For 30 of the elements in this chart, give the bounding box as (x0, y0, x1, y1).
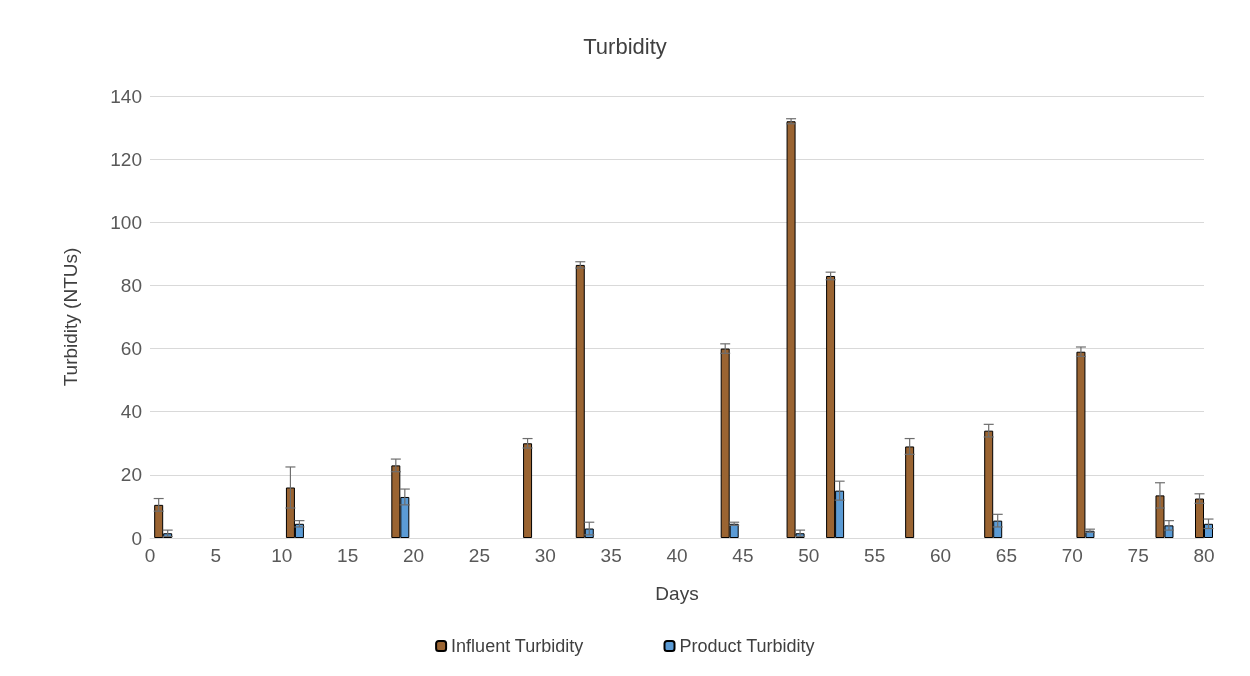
x-tick-label: 10 (271, 545, 293, 566)
x-tick-label: 65 (995, 545, 1017, 566)
x-tick-label: 20 (402, 545, 425, 566)
y-tick-label: 40 (120, 401, 142, 423)
chart-title: Turbidity (583, 33, 667, 59)
x-tick-label: 30 (534, 545, 556, 566)
x-tick-label: 75 (1127, 545, 1149, 566)
x-tick-label: 40 (666, 545, 688, 566)
x-tick-label: 15 (337, 545, 359, 566)
legend-label: Influent Turbidity (451, 636, 584, 656)
x-tick-label: 50 (798, 545, 820, 566)
legend-label: Product Turbidity (679, 636, 815, 656)
y-tick-label: 20 (120, 464, 142, 486)
x-tick-label: 5 (210, 545, 222, 566)
x-tick-label: 0 (144, 545, 156, 566)
y-axis-title: Turbidity (NTUs) (60, 247, 81, 387)
y-tick-label: 60 (120, 338, 142, 360)
x-tick-label: 60 (929, 545, 952, 566)
y-tick-label: 0 (131, 527, 142, 549)
x-tick-label: 55 (864, 545, 886, 566)
y-tick-label: 120 (110, 148, 142, 170)
y-tick-label: 100 (110, 211, 142, 233)
y-tick-label: 80 (120, 274, 142, 296)
x-tick-label: 45 (732, 545, 754, 566)
x-tick-label: 80 (1193, 545, 1215, 566)
y-tick-label: 140 (110, 85, 142, 107)
x-axis-title: Days (655, 583, 699, 604)
x-tick-label: 25 (468, 545, 490, 566)
x-tick-label: 35 (600, 545, 622, 566)
x-tick-label: 70 (1061, 545, 1083, 566)
